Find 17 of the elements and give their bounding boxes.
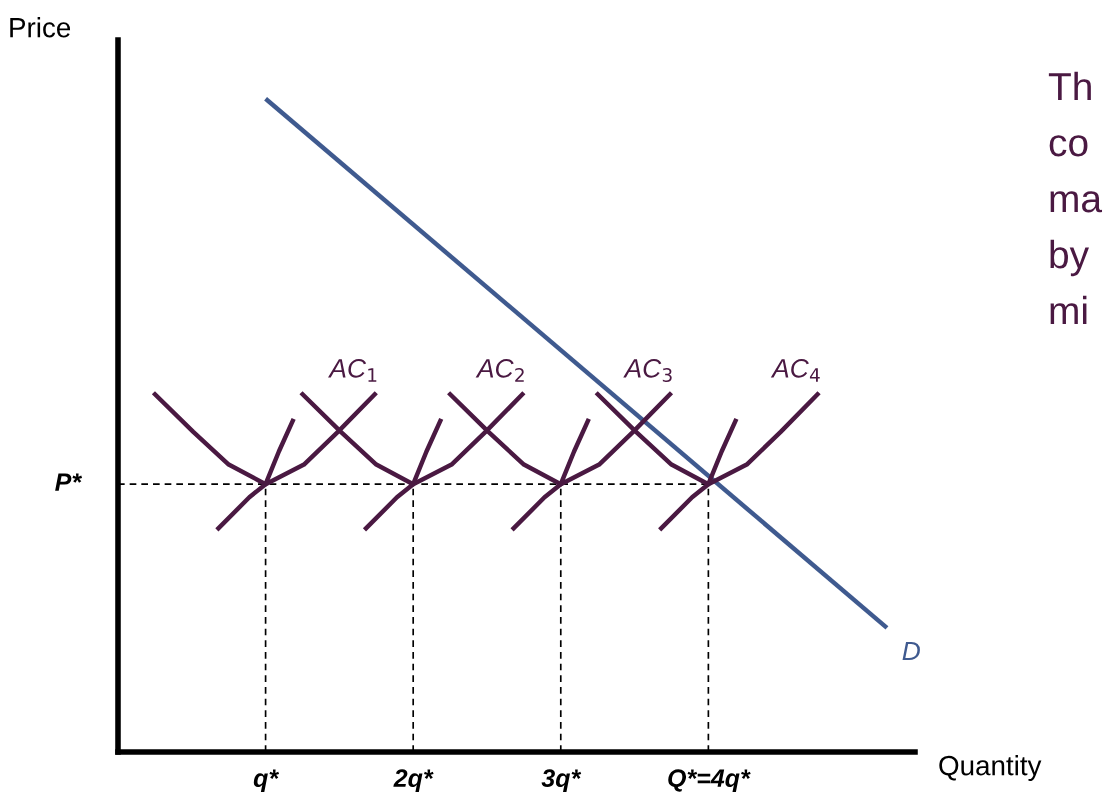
text: mi xyxy=(1050,295,1087,325)
text: co xyxy=(1049,135,1088,157)
x-tick-label: q* xyxy=(253,769,280,792)
series-label: D xyxy=(902,641,920,661)
x-axis-title: Quantity xyxy=(939,755,1042,781)
x-tick-label: 2q* xyxy=(393,769,434,792)
series-label: AC$_{4}$ xyxy=(770,358,820,382)
x-tick-label: Q*=4q* xyxy=(668,769,751,792)
text: ma xyxy=(1050,191,1103,213)
x-tick-label: 3q* xyxy=(541,769,582,792)
y-axis-title: Price xyxy=(10,17,71,38)
series-label: AC$_{2}$ xyxy=(475,358,524,382)
series-label: AC$_{3}$ xyxy=(623,358,672,383)
text: Th xyxy=(1048,71,1091,101)
ref-line-label: P* xyxy=(55,473,83,491)
series-label: AC$_{1}$ xyxy=(328,358,377,382)
text: by xyxy=(1050,239,1089,277)
